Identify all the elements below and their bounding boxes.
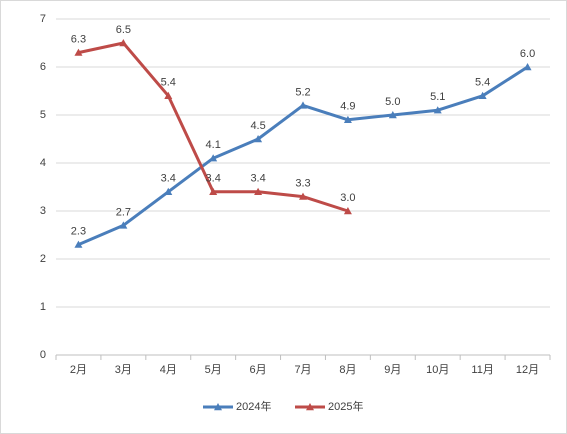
data-label: 3.3 (295, 178, 310, 190)
legend-label: 2024年 (236, 399, 271, 413)
y-tick-label: 1 (40, 301, 46, 313)
marker (254, 187, 263, 195)
data-label: 2.3 (71, 226, 86, 238)
data-label: 2.7 (116, 206, 131, 218)
x-tick-label: 12月 (516, 364, 539, 376)
data-label: 5.2 (295, 86, 310, 98)
data-label: 5.4 (161, 77, 176, 89)
marker (164, 187, 173, 195)
marker (119, 221, 128, 229)
data-label: 3.4 (161, 173, 176, 185)
marker (254, 135, 263, 143)
marker (209, 187, 218, 195)
x-tick-label: 4月 (160, 364, 177, 376)
x-tick-label: 5月 (205, 364, 222, 376)
data-label: 3.4 (206, 173, 221, 185)
data-label: 5.1 (430, 91, 445, 103)
data-label: 4.5 (250, 120, 265, 132)
marker (119, 39, 128, 47)
legend-label: 2025年 (328, 399, 363, 413)
x-tick-label: 11月 (471, 364, 493, 376)
data-label: 5.4 (475, 77, 490, 89)
data-label: 3.0 (340, 192, 355, 204)
marker (209, 154, 218, 162)
marker (523, 63, 532, 71)
marker (433, 106, 442, 114)
x-tick-label: 10月 (426, 364, 449, 376)
x-tick-label: 3月 (115, 364, 132, 376)
marker (164, 91, 173, 99)
marker (478, 91, 487, 99)
data-label: 4.9 (340, 101, 355, 113)
y-tick-label: 2 (40, 253, 46, 265)
y-tick-label: 7 (40, 13, 46, 25)
marker (74, 48, 83, 56)
marker (343, 115, 352, 123)
marker (299, 192, 307, 200)
y-tick-label: 4 (40, 157, 46, 169)
legend-marker (214, 403, 222, 411)
y-tick-label: 0 (40, 349, 46, 361)
marker (299, 101, 307, 109)
x-tick-label: 7月 (294, 364, 311, 376)
x-tick-label: 2月 (70, 364, 87, 376)
data-label: 3.4 (250, 173, 265, 185)
y-tick-label: 6 (40, 61, 46, 73)
y-tick-label: 5 (40, 109, 46, 121)
data-label: 6.0 (520, 48, 535, 60)
x-tick-label: 9月 (384, 364, 401, 376)
data-label: 6.5 (116, 24, 131, 36)
legend-marker (306, 403, 314, 411)
data-label: 4.1 (206, 139, 221, 151)
data-label: 5.0 (385, 96, 400, 108)
marker (343, 207, 352, 215)
x-tick-label: 8月 (339, 364, 356, 376)
data-label: 6.3 (71, 34, 86, 46)
marker (74, 240, 83, 248)
marker (388, 111, 397, 119)
y-tick-label: 3 (40, 205, 46, 217)
x-tick-label: 6月 (250, 364, 267, 376)
